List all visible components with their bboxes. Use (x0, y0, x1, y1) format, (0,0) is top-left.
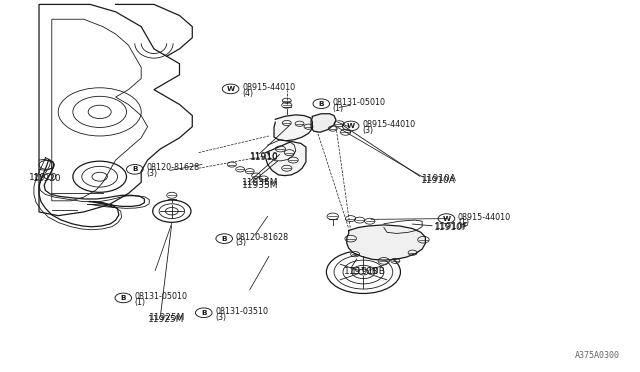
Text: 11935M: 11935M (242, 178, 278, 187)
Text: (4): (4) (242, 89, 253, 98)
Polygon shape (266, 141, 306, 176)
Text: 11910B: 11910B (351, 267, 385, 276)
Text: B: B (319, 101, 324, 107)
Text: 08131-05010: 08131-05010 (333, 98, 386, 107)
Text: (3): (3) (215, 312, 227, 321)
Text: 08131-05010: 08131-05010 (135, 292, 188, 301)
Text: W: W (347, 123, 355, 129)
Text: 11910B: 11910B (344, 267, 379, 276)
Text: (3): (3) (147, 169, 157, 178)
Text: 08120-81628: 08120-81628 (236, 232, 289, 242)
Polygon shape (347, 225, 426, 260)
Text: 11910F: 11910F (434, 223, 468, 232)
Text: B: B (221, 235, 227, 242)
Text: 11910: 11910 (250, 152, 278, 161)
Text: B: B (201, 310, 207, 316)
Text: (1): (1) (135, 298, 146, 307)
Text: 11910A: 11910A (422, 174, 457, 183)
Text: 11925M: 11925M (149, 313, 185, 322)
Text: 08915-44010: 08915-44010 (362, 120, 415, 129)
Text: (3): (3) (236, 238, 247, 247)
Text: (1): (1) (333, 103, 344, 113)
Text: 08915-44010: 08915-44010 (458, 213, 511, 222)
Text: 11920: 11920 (29, 173, 58, 182)
Text: 11910A: 11910A (421, 176, 456, 185)
Text: W: W (227, 86, 235, 92)
Text: 08131-03510: 08131-03510 (215, 307, 268, 316)
Text: 11925M: 11925M (148, 315, 184, 324)
Polygon shape (274, 115, 312, 141)
Polygon shape (311, 114, 336, 132)
Text: W: W (442, 216, 451, 222)
Text: B: B (120, 295, 126, 301)
Text: 08915-44010: 08915-44010 (242, 83, 295, 92)
Text: A375A0300: A375A0300 (575, 351, 620, 360)
Text: (1): (1) (458, 218, 469, 227)
Text: B: B (132, 166, 138, 172)
Text: 08120-81628: 08120-81628 (147, 163, 200, 172)
Text: 11920: 11920 (33, 174, 61, 183)
Text: 11910F: 11910F (435, 222, 469, 231)
Text: 11910: 11910 (250, 153, 278, 162)
Text: (3): (3) (362, 126, 373, 135)
Text: 11935M: 11935M (242, 181, 278, 190)
